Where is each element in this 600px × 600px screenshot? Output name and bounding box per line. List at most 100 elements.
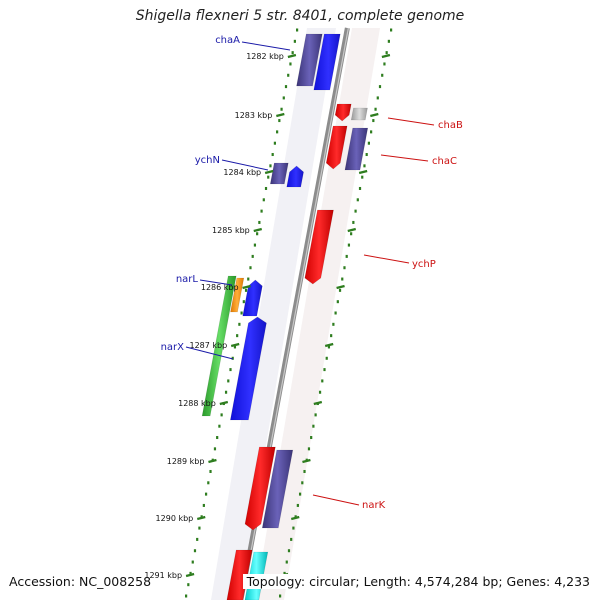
gene-label-ychP: ychP bbox=[412, 259, 436, 270]
minor-tick-dot bbox=[247, 277, 250, 281]
minor-tick-dot bbox=[338, 288, 342, 292]
minor-tick-dot bbox=[216, 436, 219, 440]
genome-summary-label: Topology: circular; Length: 4,574,284 bp… bbox=[242, 574, 590, 589]
minor-tick-dot bbox=[378, 85, 382, 89]
gene-orange bbox=[230, 277, 245, 313]
tick-label: 1290 kbp bbox=[156, 514, 194, 523]
minor-tick-dot bbox=[198, 526, 201, 530]
minor-tick-dot bbox=[361, 175, 364, 179]
inner-major-tick-mark bbox=[313, 400, 323, 406]
tick-label: 1291 kbp bbox=[144, 571, 182, 580]
gene-label-leader bbox=[199, 279, 233, 286]
minor-tick-dot bbox=[283, 571, 286, 575]
minor-tick-dot bbox=[290, 537, 293, 541]
outer-minor-ticks bbox=[185, 28, 299, 598]
minor-tick-dot bbox=[363, 164, 366, 168]
minor-tick-dot bbox=[207, 481, 210, 485]
minor-tick-dot bbox=[374, 107, 377, 111]
minor-tick-dot bbox=[318, 390, 322, 394]
gene-narL bbox=[201, 275, 237, 417]
gene-red-chaC bbox=[325, 125, 348, 170]
major-tick-mark bbox=[219, 400, 229, 406]
gene-label-chaC: chaC bbox=[432, 156, 457, 167]
minor-tick-dot bbox=[327, 345, 331, 349]
minor-tick-dot bbox=[279, 594, 282, 598]
inner-major-tick-mark bbox=[302, 458, 311, 464]
minor-tick-dot bbox=[260, 209, 263, 213]
minor-tick-dot bbox=[213, 447, 217, 451]
inner-major-tick-mark bbox=[381, 53, 391, 59]
minor-tick-dot bbox=[193, 549, 197, 553]
gene-grey-small bbox=[350, 107, 368, 121]
minor-tick-dot bbox=[372, 119, 375, 123]
minor-tick-dot bbox=[345, 254, 348, 258]
minor-tick-dot bbox=[284, 85, 288, 89]
minor-tick-dot bbox=[301, 481, 304, 485]
inner-major-tick-mark bbox=[370, 112, 379, 118]
minor-tick-dot bbox=[293, 39, 296, 43]
minor-tick-dot bbox=[334, 311, 337, 315]
tick-label: 1285 kbp bbox=[212, 226, 250, 235]
minor-tick-dot bbox=[323, 368, 326, 372]
minor-tick-dot bbox=[218, 424, 221, 428]
minor-tick-dot bbox=[189, 571, 192, 575]
minor-tick-dot bbox=[347, 243, 351, 247]
minor-tick-dot bbox=[233, 345, 237, 349]
major-tick-mark bbox=[230, 342, 240, 348]
minor-tick-dot bbox=[224, 390, 228, 394]
minor-tick-dot bbox=[240, 311, 243, 315]
minor-tick-dot bbox=[238, 322, 241, 326]
gene-chaB bbox=[334, 103, 352, 122]
minor-tick-dot bbox=[269, 164, 272, 168]
minor-tick-dot bbox=[256, 232, 259, 236]
minor-tick-dot bbox=[204, 492, 208, 496]
gene-narX bbox=[230, 316, 267, 421]
gene-label-narX: narX bbox=[161, 342, 185, 353]
gene-label-leader bbox=[363, 254, 410, 264]
major-tick-mark bbox=[253, 227, 263, 233]
gene-red-left bbox=[244, 446, 276, 531]
minor-tick-dot bbox=[325, 356, 328, 360]
major-tick-mark bbox=[196, 515, 206, 521]
gene-label-leader bbox=[241, 41, 291, 51]
inner-major-tick-mark bbox=[336, 284, 345, 290]
gene-label-narL: narL bbox=[176, 274, 199, 285]
gene-label-leader bbox=[380, 154, 429, 162]
gene-label-narK: narK bbox=[362, 500, 386, 511]
minor-tick-dot bbox=[278, 119, 281, 123]
tick-label: 1287 kbp bbox=[189, 341, 227, 350]
minor-tick-dot bbox=[370, 130, 373, 134]
minor-tick-dot bbox=[236, 334, 239, 338]
minor-tick-dot bbox=[385, 51, 388, 55]
minor-tick-dot bbox=[282, 96, 285, 100]
minor-tick-dot bbox=[341, 277, 344, 281]
tick-label: 1289 kbp bbox=[167, 457, 205, 466]
minor-tick-dot bbox=[291, 51, 294, 55]
minor-tick-dot bbox=[296, 503, 299, 507]
minor-tick-dot bbox=[307, 447, 311, 451]
minor-tick-dot bbox=[390, 28, 393, 32]
forward-track-strip bbox=[211, 28, 336, 600]
gene-label-leader bbox=[312, 494, 360, 506]
tick-label: 1288 kbp bbox=[178, 399, 216, 408]
inner-major-tick-mark bbox=[347, 227, 357, 233]
minor-tick-dot bbox=[330, 334, 333, 338]
minor-tick-dot bbox=[365, 153, 368, 157]
minor-tick-dot bbox=[287, 549, 291, 553]
minor-tick-dot bbox=[367, 141, 370, 145]
gene-label-leader bbox=[185, 346, 234, 360]
minor-tick-dot bbox=[276, 130, 279, 134]
gene-blue-a bbox=[242, 279, 263, 317]
minor-tick-dot bbox=[310, 436, 313, 440]
minor-tick-dot bbox=[343, 266, 346, 270]
minor-tick-dot bbox=[336, 300, 339, 304]
minor-tick-dot bbox=[191, 560, 194, 564]
minor-tick-dot bbox=[229, 368, 232, 372]
gene-label-leader bbox=[387, 117, 435, 126]
minor-tick-dot bbox=[350, 232, 353, 236]
minor-tick-dot bbox=[387, 39, 390, 43]
minor-tick-dot bbox=[321, 379, 324, 383]
minor-tick-dot bbox=[187, 583, 190, 587]
gene-chaA-shadow bbox=[296, 33, 323, 87]
